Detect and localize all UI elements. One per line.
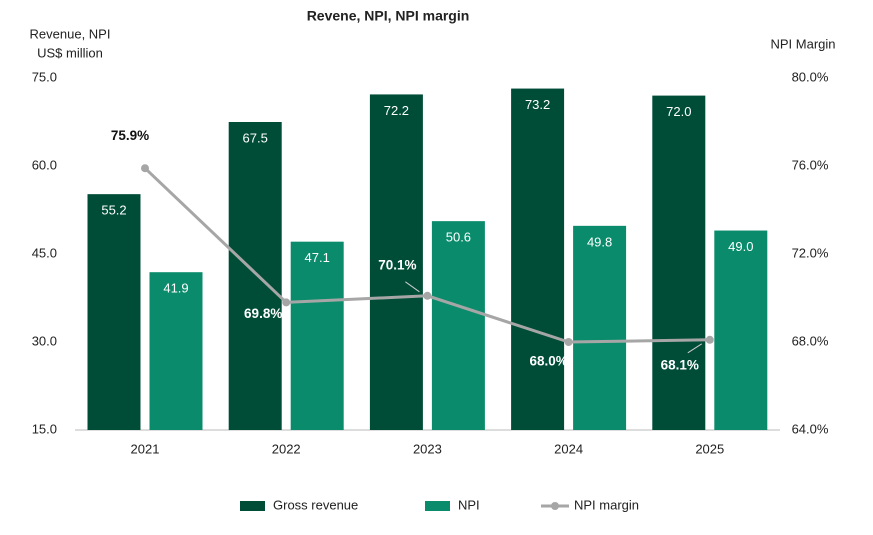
value-label: 49.8 [587, 234, 612, 249]
bar [511, 88, 565, 430]
y2-tick-label: 72.0% [792, 245, 829, 260]
y2-tick-label: 80.0% [792, 69, 829, 84]
value-label: 68.1% [661, 357, 699, 372]
value-label: 41.9 [163, 281, 188, 296]
x-tick-label: 2022 [272, 441, 301, 456]
chart-title: Revene, NPI, NPI margin [307, 8, 470, 24]
x-tick-label: 2025 [695, 441, 724, 456]
value-label: 67.5 [243, 130, 268, 145]
leader-line [405, 281, 420, 293]
value-label: 69.8% [244, 306, 282, 321]
line-marker [141, 164, 149, 173]
bar [369, 94, 423, 430]
y2-tick-label: 76.0% [792, 157, 829, 172]
bar [290, 241, 344, 430]
x-tick-label: 2023 [413, 441, 442, 456]
bar [87, 194, 141, 430]
y-tick-label: 60.0 [32, 157, 57, 172]
y-axis-label: Revenue, NPI [30, 26, 111, 41]
bar [228, 122, 282, 430]
legend-label: NPI [458, 497, 480, 512]
line-marker [423, 291, 432, 300]
value-label: 47.1 [305, 250, 330, 265]
value-label: 49.0 [728, 239, 753, 254]
line-marker [564, 338, 573, 346]
value-label: 70.1% [378, 257, 416, 272]
bar [573, 225, 627, 430]
value-label: 72.2 [384, 103, 409, 118]
value-label: 75.9% [111, 128, 149, 143]
bar [431, 221, 485, 430]
bar [714, 230, 768, 430]
line-marker [282, 298, 291, 307]
value-label: 72.0 [666, 104, 691, 119]
x-tick-label: 2021 [131, 441, 160, 456]
y-tick-label: 15.0 [32, 421, 57, 436]
value-label: 50.6 [446, 230, 471, 245]
legend-swatch [240, 501, 265, 511]
x-tick-label: 2024 [554, 441, 583, 456]
value-label: 55.2 [101, 203, 126, 218]
legend-swatch [425, 501, 450, 511]
line-marker [705, 335, 714, 344]
y-axis-label: US$ million [37, 45, 103, 60]
y2-axis-label: NPI Margin [770, 36, 835, 51]
legend-label: Gross revenue [273, 497, 358, 512]
bar [652, 95, 706, 430]
leader-line [687, 343, 703, 354]
y-tick-label: 75.0 [32, 69, 57, 84]
y2-tick-label: 68.0% [792, 333, 829, 348]
y-tick-label: 45.0 [32, 245, 57, 260]
value-label: 68.0% [529, 354, 567, 369]
y2-tick-label: 64.0% [792, 421, 829, 436]
y-tick-label: 30.0 [32, 333, 57, 348]
legend-swatch [551, 502, 559, 510]
bar [149, 272, 203, 430]
legend-label: NPI margin [574, 497, 639, 512]
value-label: 73.2 [525, 97, 550, 112]
